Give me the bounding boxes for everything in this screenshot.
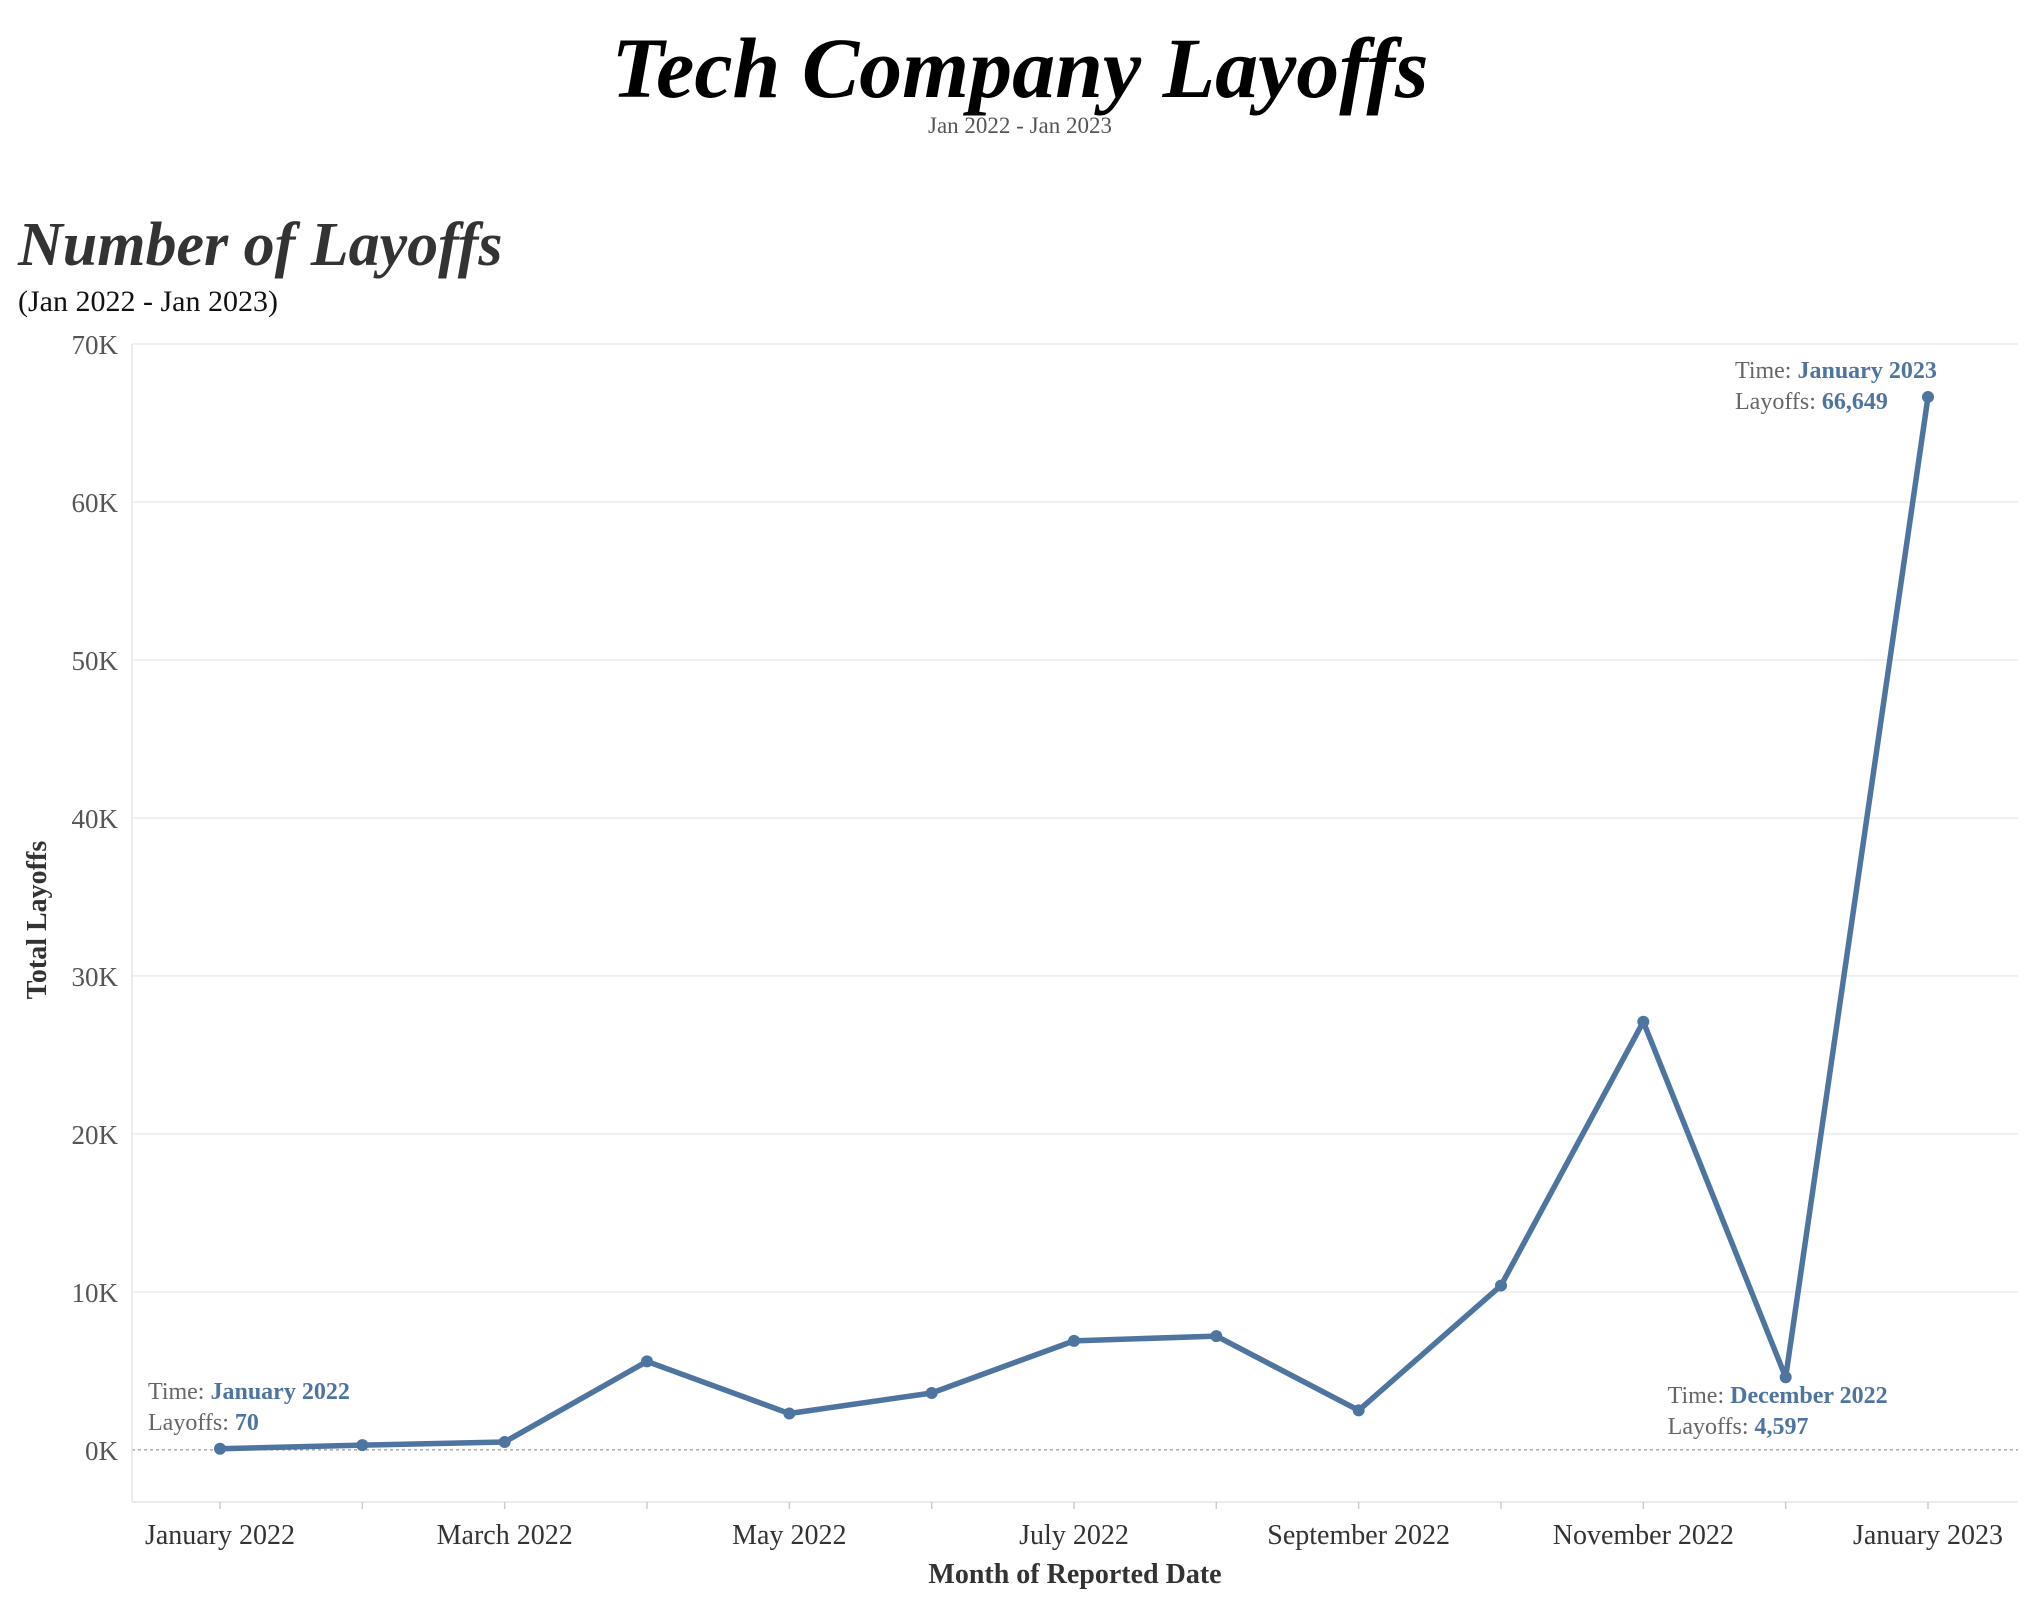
data-point[interactable] bbox=[641, 1355, 653, 1368]
x-tick-label: January 2023 bbox=[1853, 1520, 2003, 1551]
annotation-value: Layoffs: 66,649 bbox=[1735, 389, 1888, 415]
y-tick-label: 20K bbox=[72, 1120, 119, 1150]
data-point[interactable] bbox=[356, 1439, 369, 1452]
data-point[interactable] bbox=[1779, 1371, 1792, 1384]
x-tick-label: September 2022 bbox=[1267, 1520, 1450, 1551]
data-point[interactable] bbox=[925, 1386, 938, 1399]
x-tick-label: July 2022 bbox=[1019, 1520, 1129, 1551]
series-layer bbox=[214, 390, 1934, 1455]
dashboard-subtitle: Jan 2022 - Jan 2023 bbox=[928, 113, 1112, 138]
y-tick-label: 30K bbox=[72, 962, 119, 992]
annotation-time: Time: January 2023 bbox=[1735, 358, 1937, 384]
data-point[interactable] bbox=[1495, 1279, 1507, 1292]
data-point[interactable] bbox=[1352, 1404, 1365, 1417]
data-point[interactable] bbox=[1068, 1334, 1080, 1347]
annotation-12: Time: January 2023 Layoffs: 66,649 bbox=[1735, 358, 1937, 415]
chart-title: Number of Layoffs bbox=[18, 211, 503, 279]
y-axis-title: Total Layoffs bbox=[22, 841, 53, 1000]
data-point[interactable] bbox=[1637, 1015, 1650, 1028]
annotation-value: Layoffs: 4,597 bbox=[1668, 1414, 1809, 1440]
axes: 0K 10K 20K 30K 40K 50K 60K 70K January 2022 March… bbox=[72, 330, 2018, 1551]
y-tick-label: 0K bbox=[85, 1436, 119, 1466]
x-axis-title: Month of Reported Date bbox=[928, 1559, 1221, 1590]
dashboard-title: Tech Company Layoffs bbox=[611, 20, 1429, 116]
x-tick-label: May 2022 bbox=[732, 1520, 846, 1551]
chart-subtitle: (Jan 2022 - Jan 2023) bbox=[18, 285, 278, 318]
data-point[interactable] bbox=[783, 1407, 796, 1420]
data-point[interactable] bbox=[498, 1435, 511, 1448]
annotations: Time: January 2022 Layoffs: 70 Time: Decem… bbox=[148, 358, 1937, 1440]
annotation-time: Time: December 2022 bbox=[1668, 1383, 1888, 1409]
annotation-time: Time: January 2022 bbox=[148, 1379, 350, 1405]
x-tick-label: November 2022 bbox=[1553, 1520, 1734, 1551]
y-tick-label: 50K bbox=[72, 646, 119, 676]
y-tick-label: 70K bbox=[72, 330, 119, 360]
layoffs-series-line bbox=[217, 394, 1931, 1452]
data-point[interactable] bbox=[1922, 390, 1934, 403]
x-tick-label: March 2022 bbox=[437, 1520, 573, 1551]
y-tick-label: 40K bbox=[72, 804, 119, 834]
y-tick-label: 10K bbox=[72, 1278, 119, 1308]
grid-lines bbox=[132, 343, 2018, 1451]
annotation-value: Layoffs: 70 bbox=[148, 1410, 259, 1436]
annotation-11: Time: December 2022 Layoffs: 4,597 bbox=[1668, 1383, 1888, 1440]
y-tick-label: 60K bbox=[72, 488, 119, 518]
x-tick-label: January 2022 bbox=[145, 1520, 295, 1551]
annotation-0: Time: January 2022 Layoffs: 70 bbox=[148, 1379, 350, 1436]
data-point[interactable] bbox=[1210, 1330, 1223, 1343]
data-point[interactable] bbox=[214, 1442, 226, 1455]
